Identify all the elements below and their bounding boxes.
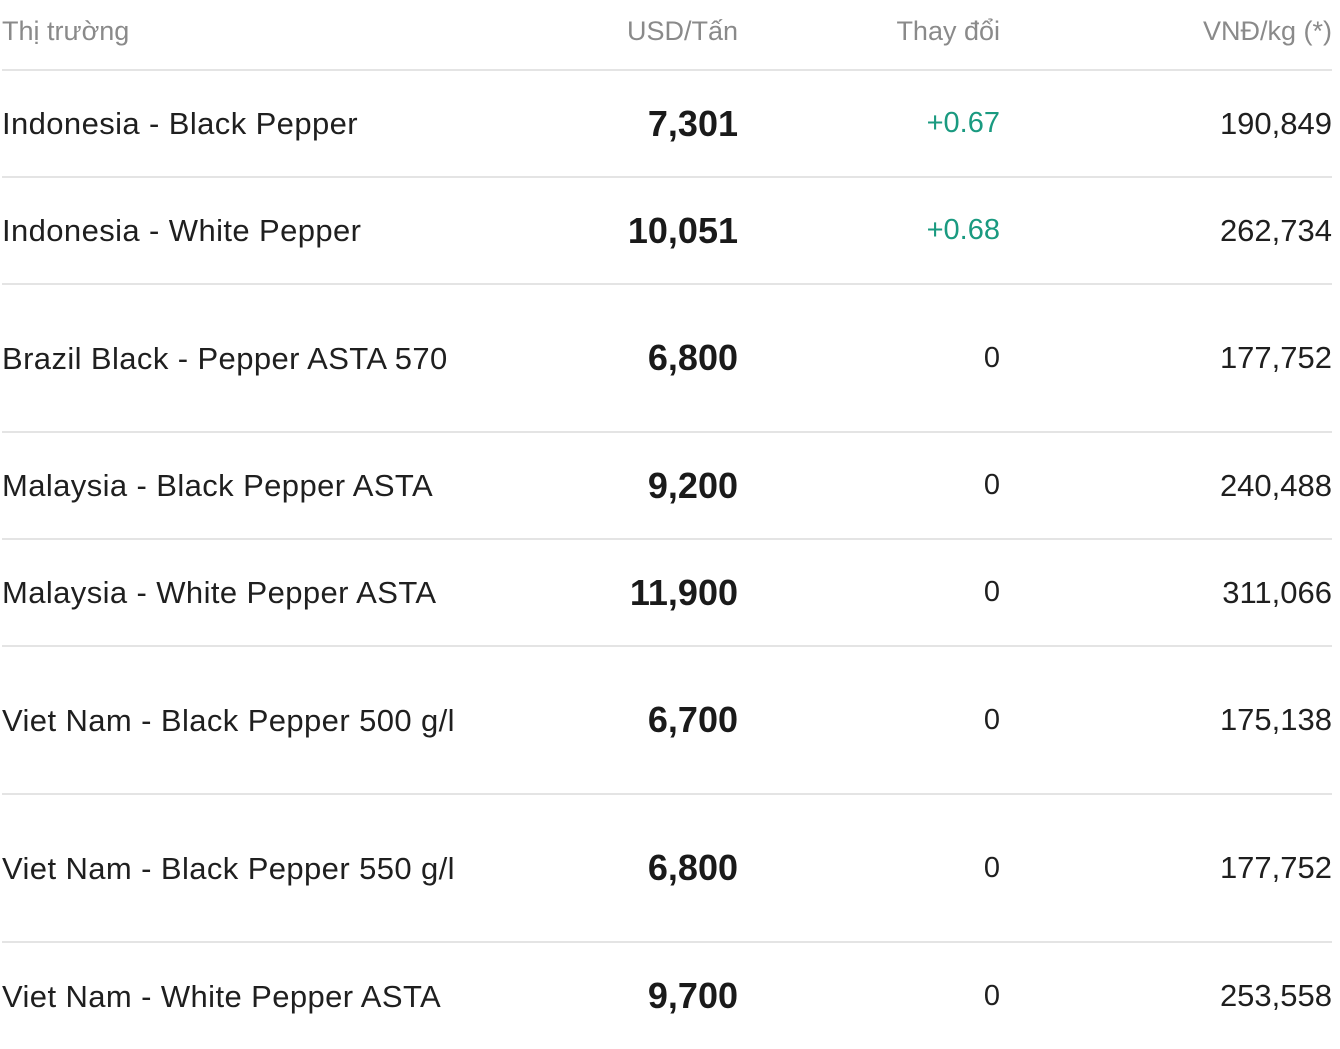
vnd-per-kg-value: 177,752 (1000, 794, 1332, 943)
market-name: Viet Nam - White Pepper ASTA (2, 978, 442, 1014)
table-row: Malaysia - White Pepper ASTA 11,900 0 31… (2, 539, 1332, 647)
table-row: Indonesia - Black Pepper 7,301 +0.67 190… (2, 70, 1332, 178)
usd-per-ton-value: 9,200 (482, 432, 738, 540)
change-value: 0 (738, 794, 1000, 943)
table-row: Viet Nam - Black Pepper 500 g/l 6,700 0 … (2, 646, 1332, 795)
vnd-per-kg-value: 262,734 (1000, 177, 1332, 285)
usd-per-ton-value: 9,700 (647, 975, 738, 1016)
column-header-vnd-per-kg: VNĐ/kg (*) (1000, 0, 1332, 71)
table-row: Viet Nam - White Pepper ASTA 9,700 0 253… (2, 942, 1332, 1049)
market-name: Brazil Black - Pepper ASTA 570 (2, 284, 482, 433)
market-name: Indonesia - White Pepper (2, 177, 482, 285)
table-row: Malaysia - Black Pepper ASTA 9,200 0 240… (2, 432, 1332, 540)
table-body: Indonesia - Black Pepper 7,301 +0.67 190… (2, 70, 1332, 1049)
change-value: 0 (738, 646, 1000, 795)
usd-per-ton-value: 6,800 (482, 794, 738, 943)
market-name: Viet Nam - Black Pepper 500 g/l (2, 646, 482, 795)
market-name: Viet Nam - Black Pepper 550 g/l (2, 794, 482, 943)
usd-per-ton-value: 11,900 (482, 539, 738, 647)
usd-per-ton-value: 7,301 (482, 70, 738, 178)
change-value: 0 (983, 979, 1000, 1012)
vnd-per-kg-value: 311,066 (1000, 539, 1332, 647)
change-value: 0 (738, 539, 1000, 647)
change-value: +0.67 (738, 70, 1000, 178)
usd-per-ton-value: 10,051 (482, 177, 738, 285)
table-header: Thị trường USD/Tấn Thay đổi VNĐ/kg (*) (2, 0, 1332, 71)
usd-per-ton-value: 6,800 (482, 284, 738, 433)
table-row: Brazil Black - Pepper ASTA 570 6,800 0 1… (2, 284, 1332, 433)
vnd-per-kg-value: 253,558 (1219, 978, 1332, 1013)
vnd-per-kg-value: 177,752 (1000, 284, 1332, 433)
usd-per-ton-value: 6,700 (482, 646, 738, 795)
market-name: Malaysia - Black Pepper ASTA (2, 432, 482, 540)
change-value: 0 (738, 284, 1000, 433)
market-name: Indonesia - Black Pepper (2, 70, 482, 178)
market-name: Malaysia - White Pepper ASTA (2, 539, 482, 647)
table-row: Viet Nam - Black Pepper 550 g/l 6,800 0 … (2, 794, 1332, 943)
vnd-per-kg-value: 240,488 (1000, 432, 1332, 540)
column-header-change: Thay đổi (738, 0, 1000, 71)
column-header-usd-per-ton: USD/Tấn (482, 0, 738, 71)
table-row: Indonesia - White Pepper 10,051 +0.68 26… (2, 177, 1332, 285)
change-value: +0.68 (738, 177, 1000, 285)
vnd-per-kg-value: 190,849 (1000, 70, 1332, 178)
vnd-per-kg-value: 175,138 (1000, 646, 1332, 795)
header-row: Thị trường USD/Tấn Thay đổi VNĐ/kg (*) (2, 0, 1332, 71)
column-header-market: Thị trường (2, 0, 482, 71)
change-value: 0 (738, 432, 1000, 540)
